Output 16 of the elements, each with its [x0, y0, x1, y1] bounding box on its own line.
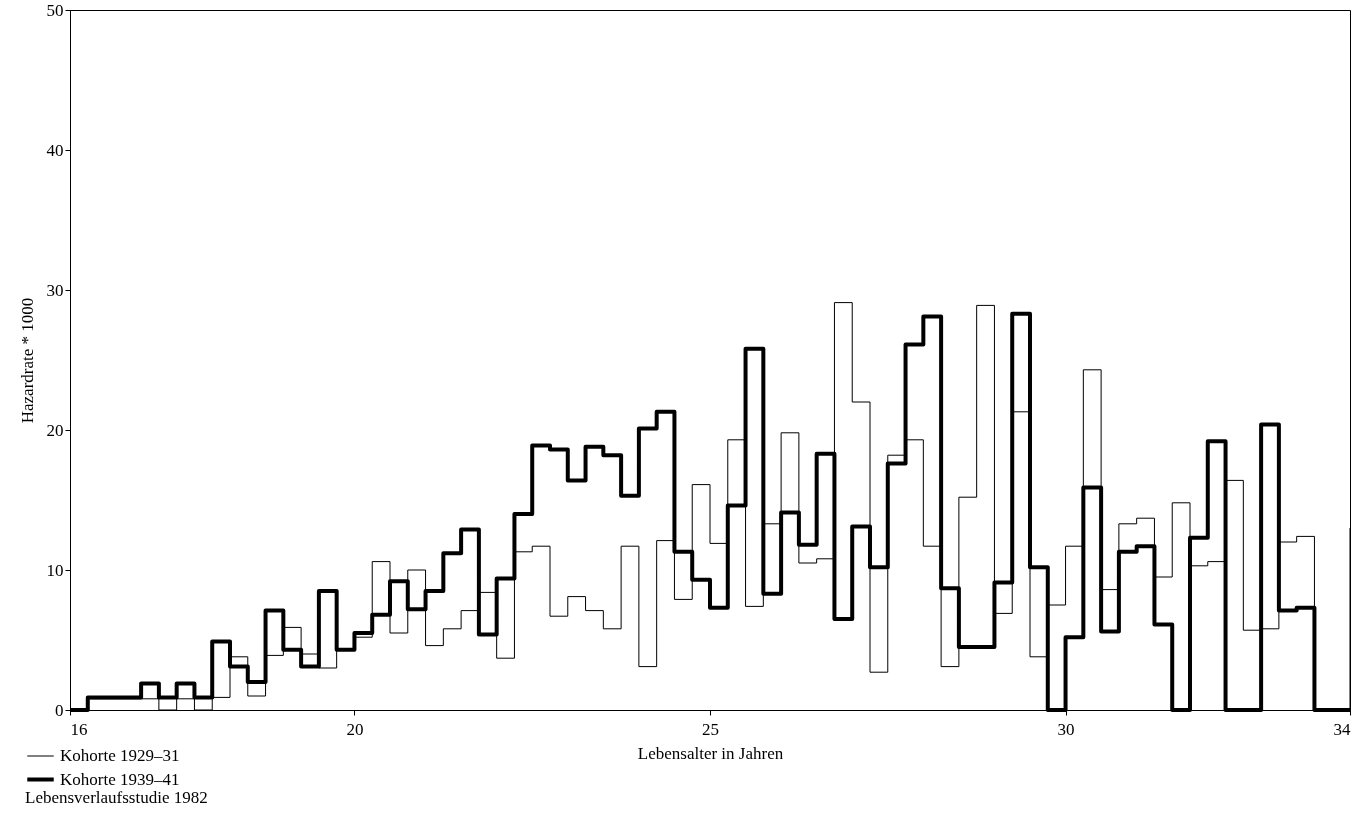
x-tick-label: 34: [1333, 719, 1351, 739]
legend-label: Kohorte 1929–31: [60, 746, 180, 765]
x-tick-label: 16: [70, 719, 88, 739]
legend-label: Kohorte 1939–41: [60, 769, 180, 789]
y-tick-label: 50: [46, 0, 64, 20]
y-tick-label: 10: [46, 560, 64, 580]
text: Lebensverlaufsstudie 1982: [25, 788, 208, 807]
y-tick-label: 20: [46, 420, 64, 440]
x-tick-label: 20: [346, 719, 364, 739]
y-tick-label: 0: [55, 700, 64, 720]
y-tick-label: 30: [46, 280, 64, 300]
x-axis-title: Lebensalter in Jahren: [637, 743, 784, 763]
y-tick-label: 40: [46, 140, 64, 160]
x-tick-label: 25: [702, 719, 719, 739]
x-tick-label: 30: [1057, 719, 1075, 739]
y-axis-title: Hazardrate * 1000: [17, 297, 37, 424]
